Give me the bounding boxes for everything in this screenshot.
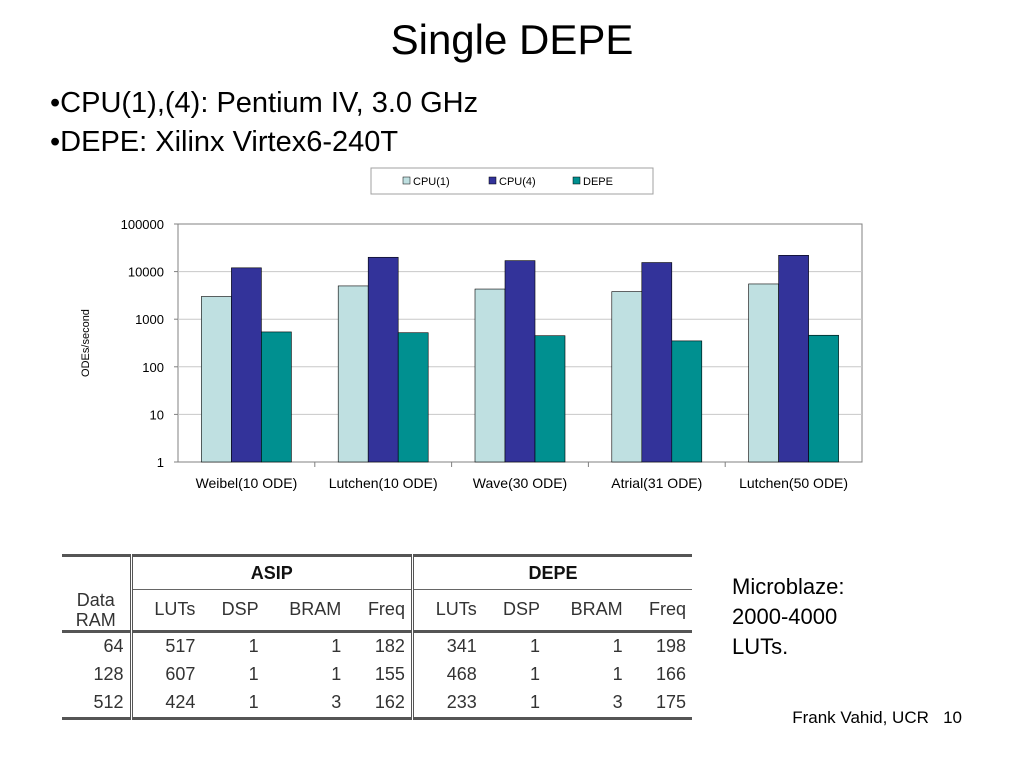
table-cell: 64	[62, 631, 133, 661]
bar	[671, 340, 703, 463]
table-cell: 468	[446, 664, 477, 684]
bullet-depe: DEPE: Xilinx Virtex6-240T	[50, 123, 478, 162]
table-cell: 198	[655, 636, 686, 656]
table-cell: 1	[612, 664, 623, 684]
data-ram-header: Data RAM	[62, 589, 133, 633]
page-number: 10	[943, 708, 962, 727]
bar-chart: CPU(1) CPU(4) DEPE 100000 10000 1000 100 10 1 ODE…	[80, 167, 863, 491]
col-header: DSP	[201, 589, 265, 633]
table-cell: 341	[446, 636, 477, 656]
bar	[611, 291, 643, 463]
x-tick-label: Wave(30 ODE)	[473, 475, 567, 491]
y-tick-label: 100000	[121, 217, 164, 232]
table-row: 512 424 1 3 162 233 1 3 175	[62, 688, 692, 720]
table-cell: 233	[412, 688, 483, 720]
table-cell: 1	[331, 664, 342, 684]
table-cell: 1	[248, 636, 259, 656]
table-cell: 182	[347, 631, 414, 661]
bar	[474, 288, 506, 463]
col-header: Freq	[628, 589, 692, 633]
bar	[641, 262, 673, 463]
note-line: Microblaze:	[732, 574, 845, 599]
y-tick-label: 1000	[135, 312, 164, 327]
group-header-asip: ASIP	[131, 554, 414, 590]
note-line: LUTs.	[732, 634, 789, 659]
table-cell: 1	[612, 636, 623, 656]
y-tick-label: 10	[150, 407, 164, 422]
table-cell: 1	[482, 688, 547, 720]
bar	[778, 255, 809, 463]
x-tick-label: Weibel(10 ODE)	[196, 475, 298, 491]
col-header: LUTs	[412, 589, 483, 633]
table-cell: 1	[248, 664, 259, 684]
table-cell: 1	[530, 636, 541, 656]
table-cell: 128	[62, 660, 133, 689]
bar	[397, 332, 429, 463]
y-tick-label: 100	[142, 360, 164, 375]
bar	[748, 283, 779, 463]
bar	[337, 285, 369, 463]
y-tick-label: 10000	[128, 265, 164, 280]
resource-table: ASIP DEPE Data RAM LUTs DSP BRAM Freq LU…	[62, 554, 692, 720]
legend-label: CPU(1)	[413, 176, 450, 188]
data-ram-header-line2: RAM	[75, 609, 116, 630]
table-cell: 1	[530, 664, 541, 684]
bar	[261, 331, 292, 463]
table-corner	[62, 554, 133, 590]
col-header: Freq	[347, 589, 414, 633]
table-row: 128 607 1 1 155 468 1 1 166	[62, 660, 692, 689]
footer-author: Frank Vahid, UCR	[792, 708, 929, 727]
bullet-list: CPU(1),(4): Pentium IV, 3.0 GHz DEPE: Xi…	[50, 84, 478, 162]
x-tick-label: Lutchen(10 ODE)	[329, 475, 438, 491]
legend-swatch	[572, 176, 581, 185]
x-tick-label: Atrial(31 ODE)	[611, 475, 702, 491]
note-line: 2000-4000	[732, 604, 838, 629]
col-header: BRAM	[264, 589, 348, 633]
bar	[808, 334, 839, 463]
table-cell: 155	[347, 660, 414, 689]
table-cell: 607	[165, 664, 196, 684]
legend-swatch	[488, 176, 497, 185]
table-cell: 1	[201, 688, 265, 720]
y-axis-label: ODEs/second	[80, 309, 92, 377]
table-cell: 162	[347, 688, 414, 720]
bar	[534, 335, 566, 463]
legend-label: DEPE	[583, 176, 613, 188]
table-cell: 1	[331, 636, 342, 656]
table-cell: 512	[62, 688, 133, 720]
bar	[504, 260, 536, 463]
data-ram-header-line1: Data	[76, 589, 115, 610]
slide-title: Single DEPE	[390, 16, 634, 63]
bar	[231, 267, 262, 463]
group-header-depe: DEPE	[412, 554, 692, 590]
legend-swatch	[402, 176, 411, 185]
table-cell: 517	[165, 636, 196, 656]
footer: Frank Vahid, UCR 10	[792, 708, 962, 728]
microblaze-note: Microblaze: 2000-4000 LUTs.	[732, 572, 844, 662]
bar	[201, 296, 232, 463]
table-cell: 424	[131, 688, 202, 720]
table-cell: 166	[655, 664, 686, 684]
col-header: DSP	[482, 589, 547, 633]
table-cell: 175	[628, 688, 692, 720]
table-cell: 3	[546, 688, 629, 720]
col-header: LUTs	[131, 589, 202, 633]
table-row: 64 517 1 1 182 341 1 1 198	[62, 631, 692, 661]
bullet-cpu: CPU(1),(4): Pentium IV, 3.0 GHz	[50, 84, 478, 123]
col-header: BRAM	[546, 589, 629, 633]
table-cell: 3	[264, 688, 348, 720]
x-tick-label: Lutchen(50 ODE)	[739, 475, 848, 491]
bar	[367, 256, 399, 463]
legend-label: CPU(4)	[499, 176, 536, 188]
chart-legend	[370, 167, 654, 195]
y-tick-label: 1	[157, 455, 164, 470]
